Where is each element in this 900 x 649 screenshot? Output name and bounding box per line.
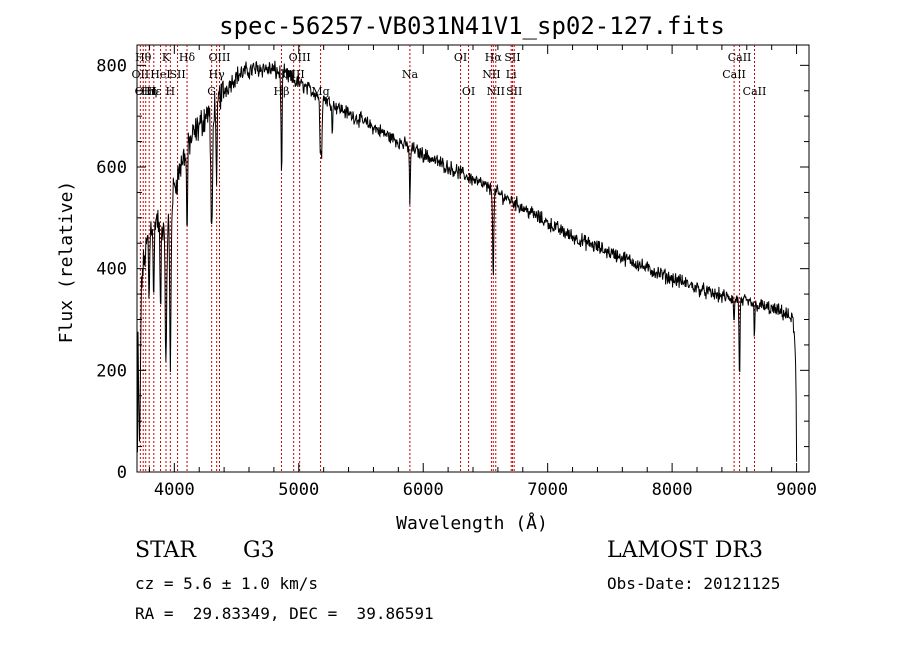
line-label: Hβ bbox=[274, 85, 290, 98]
line-label: SII bbox=[504, 51, 520, 64]
line-label: Hγ bbox=[209, 68, 226, 81]
line-label: CaII bbox=[722, 68, 746, 81]
chart-title: spec-56257-VB031N41V1_sp02-127.fits bbox=[219, 12, 725, 40]
line-label: CaII bbox=[728, 51, 752, 64]
line-label: SII bbox=[169, 68, 185, 81]
y-tick-label: 400 bbox=[96, 260, 127, 280]
x-tick-label: 8000 bbox=[652, 480, 693, 500]
x-tick-label: 5000 bbox=[278, 480, 319, 500]
line-label: Na bbox=[402, 68, 419, 81]
object-class: STAR bbox=[135, 538, 196, 563]
y-tick-label: 0 bbox=[117, 463, 127, 483]
x-axis-ticks: 4000 5000 6000 7000 8000 9000 bbox=[148, 45, 817, 500]
line-label: Hθ bbox=[135, 51, 152, 64]
x-tick-label: 6000 bbox=[403, 480, 444, 500]
line-label: Li bbox=[506, 68, 517, 81]
emission-line-markers bbox=[139, 45, 755, 472]
line-label: Hδ bbox=[179, 51, 196, 64]
survey-name: LAMOST DR3 bbox=[607, 538, 763, 563]
line-label: OIII bbox=[289, 51, 311, 64]
line-label: NII bbox=[482, 68, 500, 81]
coordinates: RA = 29.83349, DEC = 39.86591 bbox=[135, 604, 434, 623]
line-label: NII bbox=[487, 85, 505, 98]
line-label: G bbox=[207, 85, 216, 98]
line-label: CaII bbox=[743, 85, 767, 98]
x-axis-label: Wavelength (Å) bbox=[396, 512, 548, 534]
line-label: OI bbox=[462, 85, 475, 98]
line-label: SII bbox=[506, 85, 522, 98]
observation-date: Obs-Date: 20121125 bbox=[607, 574, 781, 593]
line-label: OII bbox=[132, 68, 150, 81]
redshift-cz: cz = 5.6 ± 1.0 km/s bbox=[135, 574, 319, 593]
line-label: Hη bbox=[141, 85, 157, 98]
line-label: Hα bbox=[485, 51, 503, 64]
line-label: OI bbox=[454, 51, 467, 64]
line-label: Hε bbox=[146, 85, 162, 98]
line-label: OIII bbox=[208, 51, 230, 64]
line-label: H bbox=[166, 85, 176, 98]
plot-frame bbox=[136, 44, 810, 473]
y-tick-label: 800 bbox=[96, 56, 127, 76]
line-label: K bbox=[162, 51, 171, 64]
object-subclass: G3 bbox=[243, 538, 275, 563]
y-tick-label: 600 bbox=[96, 158, 127, 178]
line-label: OIII bbox=[135, 85, 157, 98]
x-tick-label: 7000 bbox=[527, 480, 568, 500]
spectrum-line bbox=[137, 60, 798, 462]
line-label: HeI bbox=[150, 68, 170, 81]
y-axis-label: Flux (relative) bbox=[56, 181, 77, 344]
y-axis-ticks: 0 200 400 600 800 bbox=[96, 56, 809, 483]
x-tick-label: 9000 bbox=[776, 480, 817, 500]
y-tick-label: 200 bbox=[96, 361, 127, 381]
x-tick-label: 4000 bbox=[154, 480, 195, 500]
